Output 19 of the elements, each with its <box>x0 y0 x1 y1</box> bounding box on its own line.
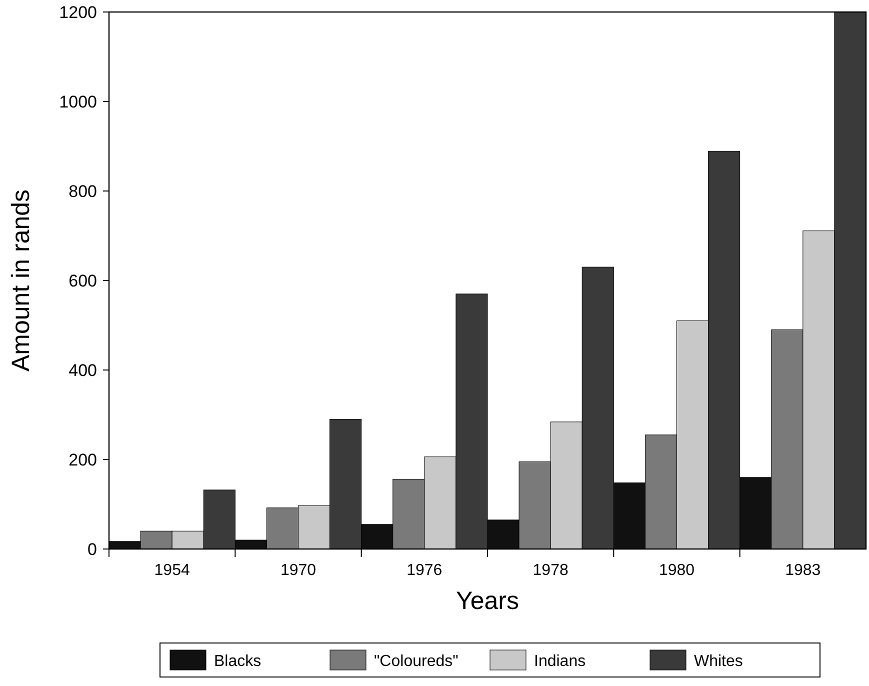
y-axis-title: Amount in rands <box>7 189 35 372</box>
legend-label: Indians <box>534 653 586 670</box>
x-tick-label: 1983 <box>785 562 821 579</box>
legend-label: "Coloureds" <box>374 653 458 670</box>
y-tick-label: 800 <box>68 182 97 201</box>
y-tick-label: 200 <box>68 450 97 470</box>
legend-label: Whites <box>694 653 743 670</box>
y-tick-label: 1200 <box>59 2 97 22</box>
x-tick-label: 1980 <box>658 562 695 579</box>
x-tick-label: 1978 <box>532 562 568 579</box>
x-axis-title: Years <box>456 587 520 615</box>
x-tick-label: 1976 <box>406 562 442 579</box>
x-tick-label: 1954 <box>154 562 190 579</box>
y-tick-label: 0 <box>88 540 97 559</box>
y-tick-label: 400 <box>68 360 97 380</box>
x-tick-label: 1970 <box>280 562 316 579</box>
legend-label: Blacks <box>214 653 262 670</box>
y-tick-label: 1000 <box>59 92 97 112</box>
y-tick-label: 600 <box>68 271 97 290</box>
